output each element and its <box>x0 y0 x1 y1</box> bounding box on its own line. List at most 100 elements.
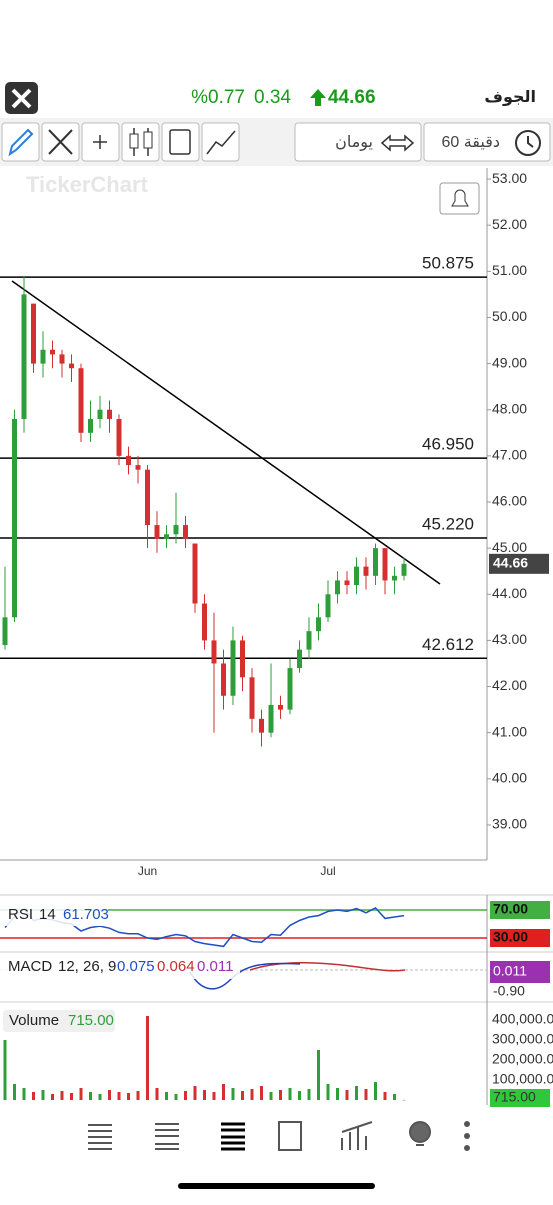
level-label: 50.875 <box>422 254 474 273</box>
symbol-name: الجوف <box>484 89 536 106</box>
candle-body <box>97 409 103 419</box>
candle-body <box>392 575 397 581</box>
crosshair-icon <box>93 135 107 149</box>
line-icon <box>206 130 236 155</box>
volume-tag <box>490 1089 550 1107</box>
volume-tick-label: 300,000.0 <box>492 1031 553 1047</box>
candle-body <box>373 548 378 576</box>
candle-body <box>287 668 293 710</box>
macd-line <box>249 961 406 972</box>
nav-item[interactable] <box>341 1121 373 1150</box>
candle-body <box>221 663 226 696</box>
candle-body <box>297 649 302 669</box>
candle-body <box>78 368 84 433</box>
volume-bar <box>298 1091 301 1100</box>
volume-bar <box>269 1092 273 1100</box>
level-label: 46.950 <box>422 435 474 454</box>
signal-value: 0.064 <box>157 958 195 975</box>
candle-body <box>202 603 207 641</box>
price-tag-label: 44.66 <box>493 555 528 571</box>
range-label: يومان <box>335 134 373 152</box>
volume-bar <box>193 1086 197 1100</box>
macd-axis-label: 0.011 <box>493 963 527 979</box>
signal-line <box>189 962 301 990</box>
candle-body <box>249 677 255 719</box>
candle-body <box>12 418 17 618</box>
volume-value: 715.00 <box>68 1012 114 1029</box>
trend-line <box>11 280 441 585</box>
macd-name: MACD <box>8 958 52 975</box>
volume-bar <box>136 1091 140 1100</box>
volume-bar <box>13 1084 16 1100</box>
candle-body <box>363 566 369 576</box>
candle-body <box>59 354 65 364</box>
rsi-tick-label: 30.00 <box>493 929 528 945</box>
nav-item-active[interactable] <box>221 1122 245 1151</box>
volume-bar <box>241 1091 244 1100</box>
macd-axis-label: -0.90 <box>493 983 525 999</box>
nav-item[interactable] <box>409 1121 431 1143</box>
up-arrow <box>310 89 326 106</box>
candle-body <box>50 349 55 355</box>
y-tick-label: 39.00 <box>492 816 527 832</box>
volume-bar <box>127 1093 130 1100</box>
volume-tick-label: 400,000.0 <box>492 1011 553 1027</box>
price: 44.66 <box>328 87 376 108</box>
candle-body <box>145 469 150 526</box>
candle-body <box>173 525 179 535</box>
candle-body <box>240 640 245 678</box>
volume-bar <box>165 1092 168 1100</box>
y-tick-label: 43.00 <box>492 631 527 647</box>
candle-body <box>164 534 169 539</box>
draw-tool[interactable] <box>1 122 40 162</box>
volume-tag-label: 715.00 <box>493 1089 536 1105</box>
y-tick-label: 49.00 <box>492 354 527 370</box>
interval-label: 60 دقيقة <box>441 134 500 151</box>
macd-legend-bg <box>0 955 240 979</box>
tools-icon <box>48 129 73 155</box>
studies[interactable] <box>201 122 240 162</box>
chart-type[interactable] <box>121 122 160 162</box>
more-dot <box>464 1145 470 1151</box>
volume-bar <box>3 1040 7 1100</box>
y-tick-label: 48.00 <box>492 400 527 416</box>
rsi-value: 61.703 <box>63 906 109 923</box>
more-dot[interactable] <box>464 1121 470 1127</box>
home-indicator <box>178 1183 375 1189</box>
hist-value: 0.011 <box>197 958 233 975</box>
candle-body <box>183 525 188 539</box>
volume-name: Volume <box>9 1012 59 1029</box>
volume-tick-label: 100,000.0 <box>492 1071 553 1087</box>
candle-body <box>126 455 131 466</box>
alert-button[interactable] <box>439 182 480 215</box>
y-tick-label: 47.00 <box>492 447 527 463</box>
y-tick-label: 44.00 <box>492 585 527 601</box>
range-button[interactable] <box>294 122 422 162</box>
candle-body <box>306 631 312 650</box>
range-icon <box>380 134 415 152</box>
volume-bar <box>231 1088 235 1100</box>
candle-body <box>230 640 236 696</box>
candle-body <box>259 718 264 733</box>
level-label: 45.220 <box>422 514 474 533</box>
candle-body <box>211 640 217 664</box>
volume-legend-bg <box>3 1010 115 1032</box>
nav-item[interactable] <box>88 1124 112 1150</box>
volume-bar <box>32 1092 35 1100</box>
rsi-legend-bg <box>0 904 108 926</box>
clock-hands <box>527 136 534 148</box>
volume-bar <box>317 1050 320 1100</box>
indicators[interactable] <box>161 122 200 162</box>
nav-item[interactable] <box>278 1121 302 1151</box>
candle-body <box>31 303 36 364</box>
y-tick-label: 52.00 <box>492 216 527 232</box>
close-icon <box>11 88 32 109</box>
nav-item[interactable] <box>155 1123 179 1150</box>
candle-body <box>69 363 74 369</box>
more-dot <box>464 1133 470 1139</box>
y-tick-label: 45.00 <box>492 539 527 555</box>
y-tick-label: 50.00 <box>492 308 527 324</box>
y-tick-label: 51.00 <box>492 262 527 278</box>
candle-body <box>154 525 160 539</box>
